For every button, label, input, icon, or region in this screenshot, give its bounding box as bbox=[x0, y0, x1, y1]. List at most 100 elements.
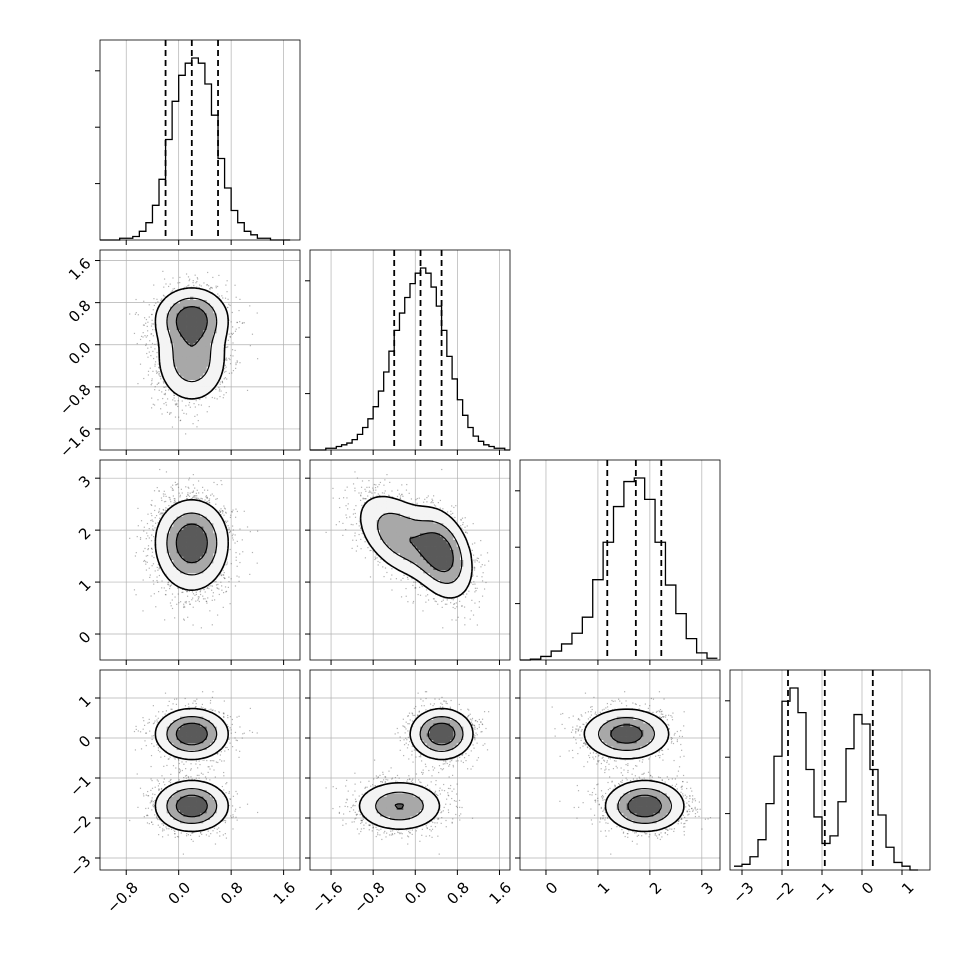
sample-point bbox=[247, 526, 248, 527]
sample-point bbox=[237, 362, 238, 363]
sample-point bbox=[197, 600, 198, 601]
density-cell bbox=[210, 367, 214, 371]
sample-point bbox=[236, 560, 237, 561]
sample-point bbox=[210, 495, 211, 496]
sample-point bbox=[225, 359, 226, 360]
sample-point bbox=[152, 351, 153, 352]
density-cell bbox=[207, 327, 211, 331]
sample-point bbox=[160, 408, 161, 409]
density-cell bbox=[187, 337, 191, 341]
density-cell bbox=[160, 353, 164, 357]
sample-point bbox=[138, 525, 139, 526]
sample-point bbox=[152, 378, 153, 379]
density-cell bbox=[197, 303, 201, 307]
sample-point bbox=[141, 520, 142, 521]
sample-point bbox=[224, 368, 225, 369]
sample-point bbox=[186, 591, 187, 592]
sample-point bbox=[172, 485, 173, 486]
density-cell bbox=[193, 293, 197, 297]
sample-point bbox=[151, 323, 152, 324]
sample-point bbox=[153, 335, 154, 336]
sample-point bbox=[182, 410, 183, 411]
density-cell bbox=[223, 320, 227, 324]
sample-point bbox=[172, 290, 173, 291]
sample-point bbox=[203, 282, 204, 283]
sample-point bbox=[205, 591, 206, 592]
density-cell bbox=[203, 390, 207, 394]
sample-point bbox=[224, 572, 225, 573]
sample-point bbox=[147, 322, 148, 323]
sample-point bbox=[218, 275, 219, 276]
sample-point bbox=[249, 305, 250, 306]
density-cell bbox=[180, 320, 184, 324]
density-cell bbox=[220, 340, 224, 344]
sample-point bbox=[147, 330, 148, 331]
density-cell bbox=[167, 353, 171, 357]
density-cell bbox=[180, 343, 184, 347]
density-cell bbox=[173, 313, 177, 317]
sample-point bbox=[228, 527, 229, 528]
density-cell bbox=[197, 313, 201, 317]
density-cell bbox=[210, 373, 214, 377]
density-cell bbox=[193, 337, 197, 341]
density-cell bbox=[203, 357, 207, 361]
density-cell bbox=[177, 307, 181, 311]
density-cell bbox=[160, 307, 164, 311]
density-cell bbox=[183, 353, 187, 357]
density-cell bbox=[173, 347, 177, 351]
sample-point bbox=[193, 474, 194, 475]
density-cell bbox=[190, 330, 194, 334]
density-cell bbox=[193, 390, 197, 394]
sample-point bbox=[153, 563, 154, 564]
density-cell bbox=[163, 337, 167, 341]
sample-point bbox=[212, 277, 213, 278]
sample-point bbox=[189, 477, 190, 478]
sample-point bbox=[161, 497, 162, 498]
density-cell bbox=[197, 387, 201, 391]
density-cell bbox=[180, 293, 184, 297]
sample-point bbox=[235, 364, 236, 365]
density-cell bbox=[223, 323, 227, 327]
density-cell bbox=[183, 373, 187, 377]
density-cell bbox=[187, 353, 191, 357]
density-cell bbox=[167, 347, 171, 351]
density-cell bbox=[173, 307, 177, 311]
density-cell bbox=[200, 347, 204, 351]
density-cell bbox=[180, 313, 184, 317]
sample-point bbox=[217, 398, 218, 399]
sample-point bbox=[167, 412, 168, 413]
density-cell bbox=[207, 383, 211, 387]
density-cell bbox=[217, 303, 221, 307]
sample-point bbox=[172, 490, 173, 491]
density-cell bbox=[167, 303, 171, 307]
sample-point bbox=[230, 515, 231, 516]
sample-point bbox=[225, 377, 226, 378]
density-cell bbox=[203, 380, 207, 384]
sample-point bbox=[193, 403, 194, 404]
sample-point bbox=[168, 389, 169, 390]
density-cell bbox=[210, 313, 214, 317]
sample-point bbox=[232, 342, 233, 343]
sample-point bbox=[153, 309, 154, 310]
sample-point bbox=[230, 363, 231, 364]
sample-point bbox=[168, 286, 169, 287]
sample-point bbox=[155, 606, 156, 607]
density-cell bbox=[210, 330, 214, 334]
density-cell bbox=[220, 313, 224, 317]
sample-point bbox=[143, 530, 144, 531]
density-cell bbox=[200, 357, 204, 361]
sample-point bbox=[153, 323, 154, 324]
density-cell bbox=[190, 290, 194, 294]
density-cell bbox=[217, 333, 221, 337]
density-cell bbox=[177, 367, 181, 371]
sample-point bbox=[231, 321, 232, 322]
density-cell bbox=[177, 360, 181, 364]
density-cell bbox=[207, 377, 211, 381]
density-cell bbox=[197, 353, 201, 357]
sample-point bbox=[153, 404, 154, 405]
density-cell bbox=[207, 373, 211, 377]
density-cell bbox=[163, 367, 167, 371]
density-cell bbox=[207, 350, 211, 354]
density-cell bbox=[183, 320, 187, 324]
